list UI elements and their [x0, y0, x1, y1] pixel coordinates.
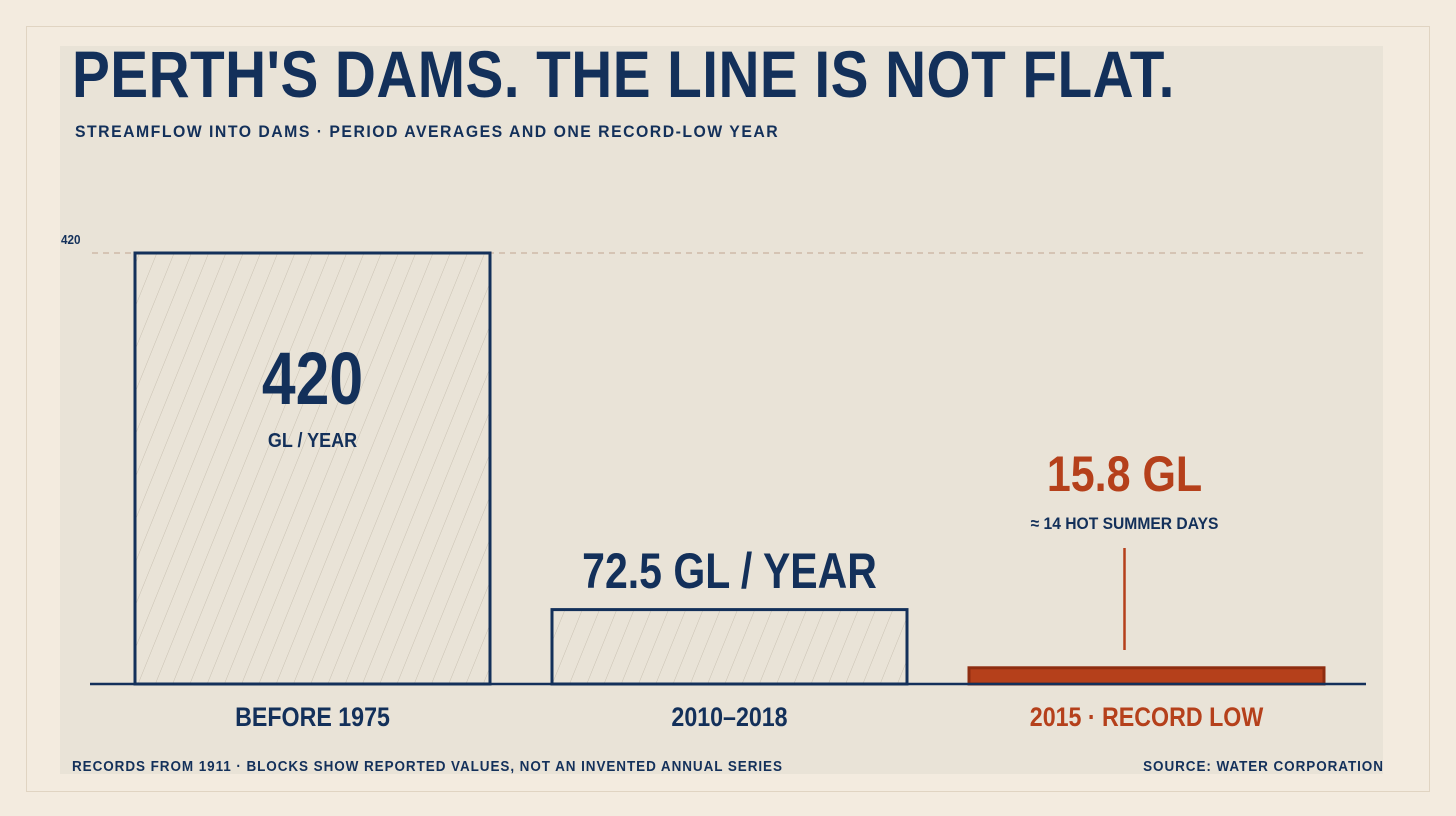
chart-subtitle: STREAMFLOW INTO DAMS · PERIOD AVERAGES A…: [75, 122, 780, 141]
bar-2-value-label: 72.5 GL / YEAR: [582, 543, 877, 599]
source-credit: SOURCE: WATER CORPORATION: [1143, 759, 1384, 775]
category-label-3: 2015 · RECORD LOW: [1030, 702, 1264, 732]
page-title: PERTH'S DAMS. THE LINE IS NOT FLAT.: [72, 37, 1175, 111]
category-label-2: 2010–2018: [671, 702, 787, 732]
bar-3-note: ≈ 14 HOT SUMMER DAYS: [1031, 514, 1219, 533]
bar-1-value-label: 420: [262, 338, 363, 420]
bar-1-unit-label: GL / YEAR: [268, 430, 358, 452]
reference-line-label: 420: [61, 232, 81, 247]
bar-2: [550, 608, 909, 686]
bar-3: [967, 666, 1326, 686]
category-label-1: BEFORE 1975: [235, 702, 390, 732]
bar-3-value-label: 15.8 GL: [1047, 446, 1202, 502]
footnote: RECORDS FROM 1911 · BLOCKS SHOW REPORTED…: [72, 759, 783, 775]
bar-1: [133, 251, 492, 686]
outer-frame: [26, 26, 1430, 792]
